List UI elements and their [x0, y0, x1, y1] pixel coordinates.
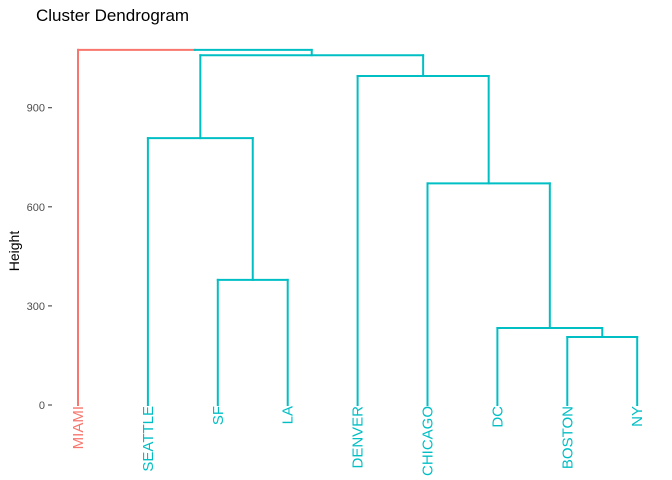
y-tick-label: 300 [27, 301, 45, 313]
leaf-label: DC [489, 406, 506, 428]
leaf-label: LA [280, 406, 297, 424]
y-tick-label: 600 [27, 202, 45, 214]
leaf-label: BOSTON [559, 406, 576, 469]
y-tick-label: 0 [39, 400, 45, 412]
leaf-label: DENVER [350, 406, 367, 469]
leaf-label: NY [629, 406, 646, 427]
y-axis-ticks: 0 300 600 900 [27, 103, 52, 412]
y-axis-label: Height [6, 231, 22, 272]
y-tick-label: 900 [27, 103, 45, 115]
leaf-label: MIAMI [70, 406, 87, 449]
leaf-label: CHICAGO [420, 406, 437, 476]
dendrogram-branches [77, 48, 639, 406]
chart-title: Cluster Dendrogram [36, 6, 189, 25]
leaf-label: SEATTLE [140, 406, 157, 472]
leaf-labels: MIAMI SEATTLE SF LA DENVER CHICAGO DC BOSTON NY [70, 406, 646, 476]
leaf-label: SF [210, 406, 227, 425]
